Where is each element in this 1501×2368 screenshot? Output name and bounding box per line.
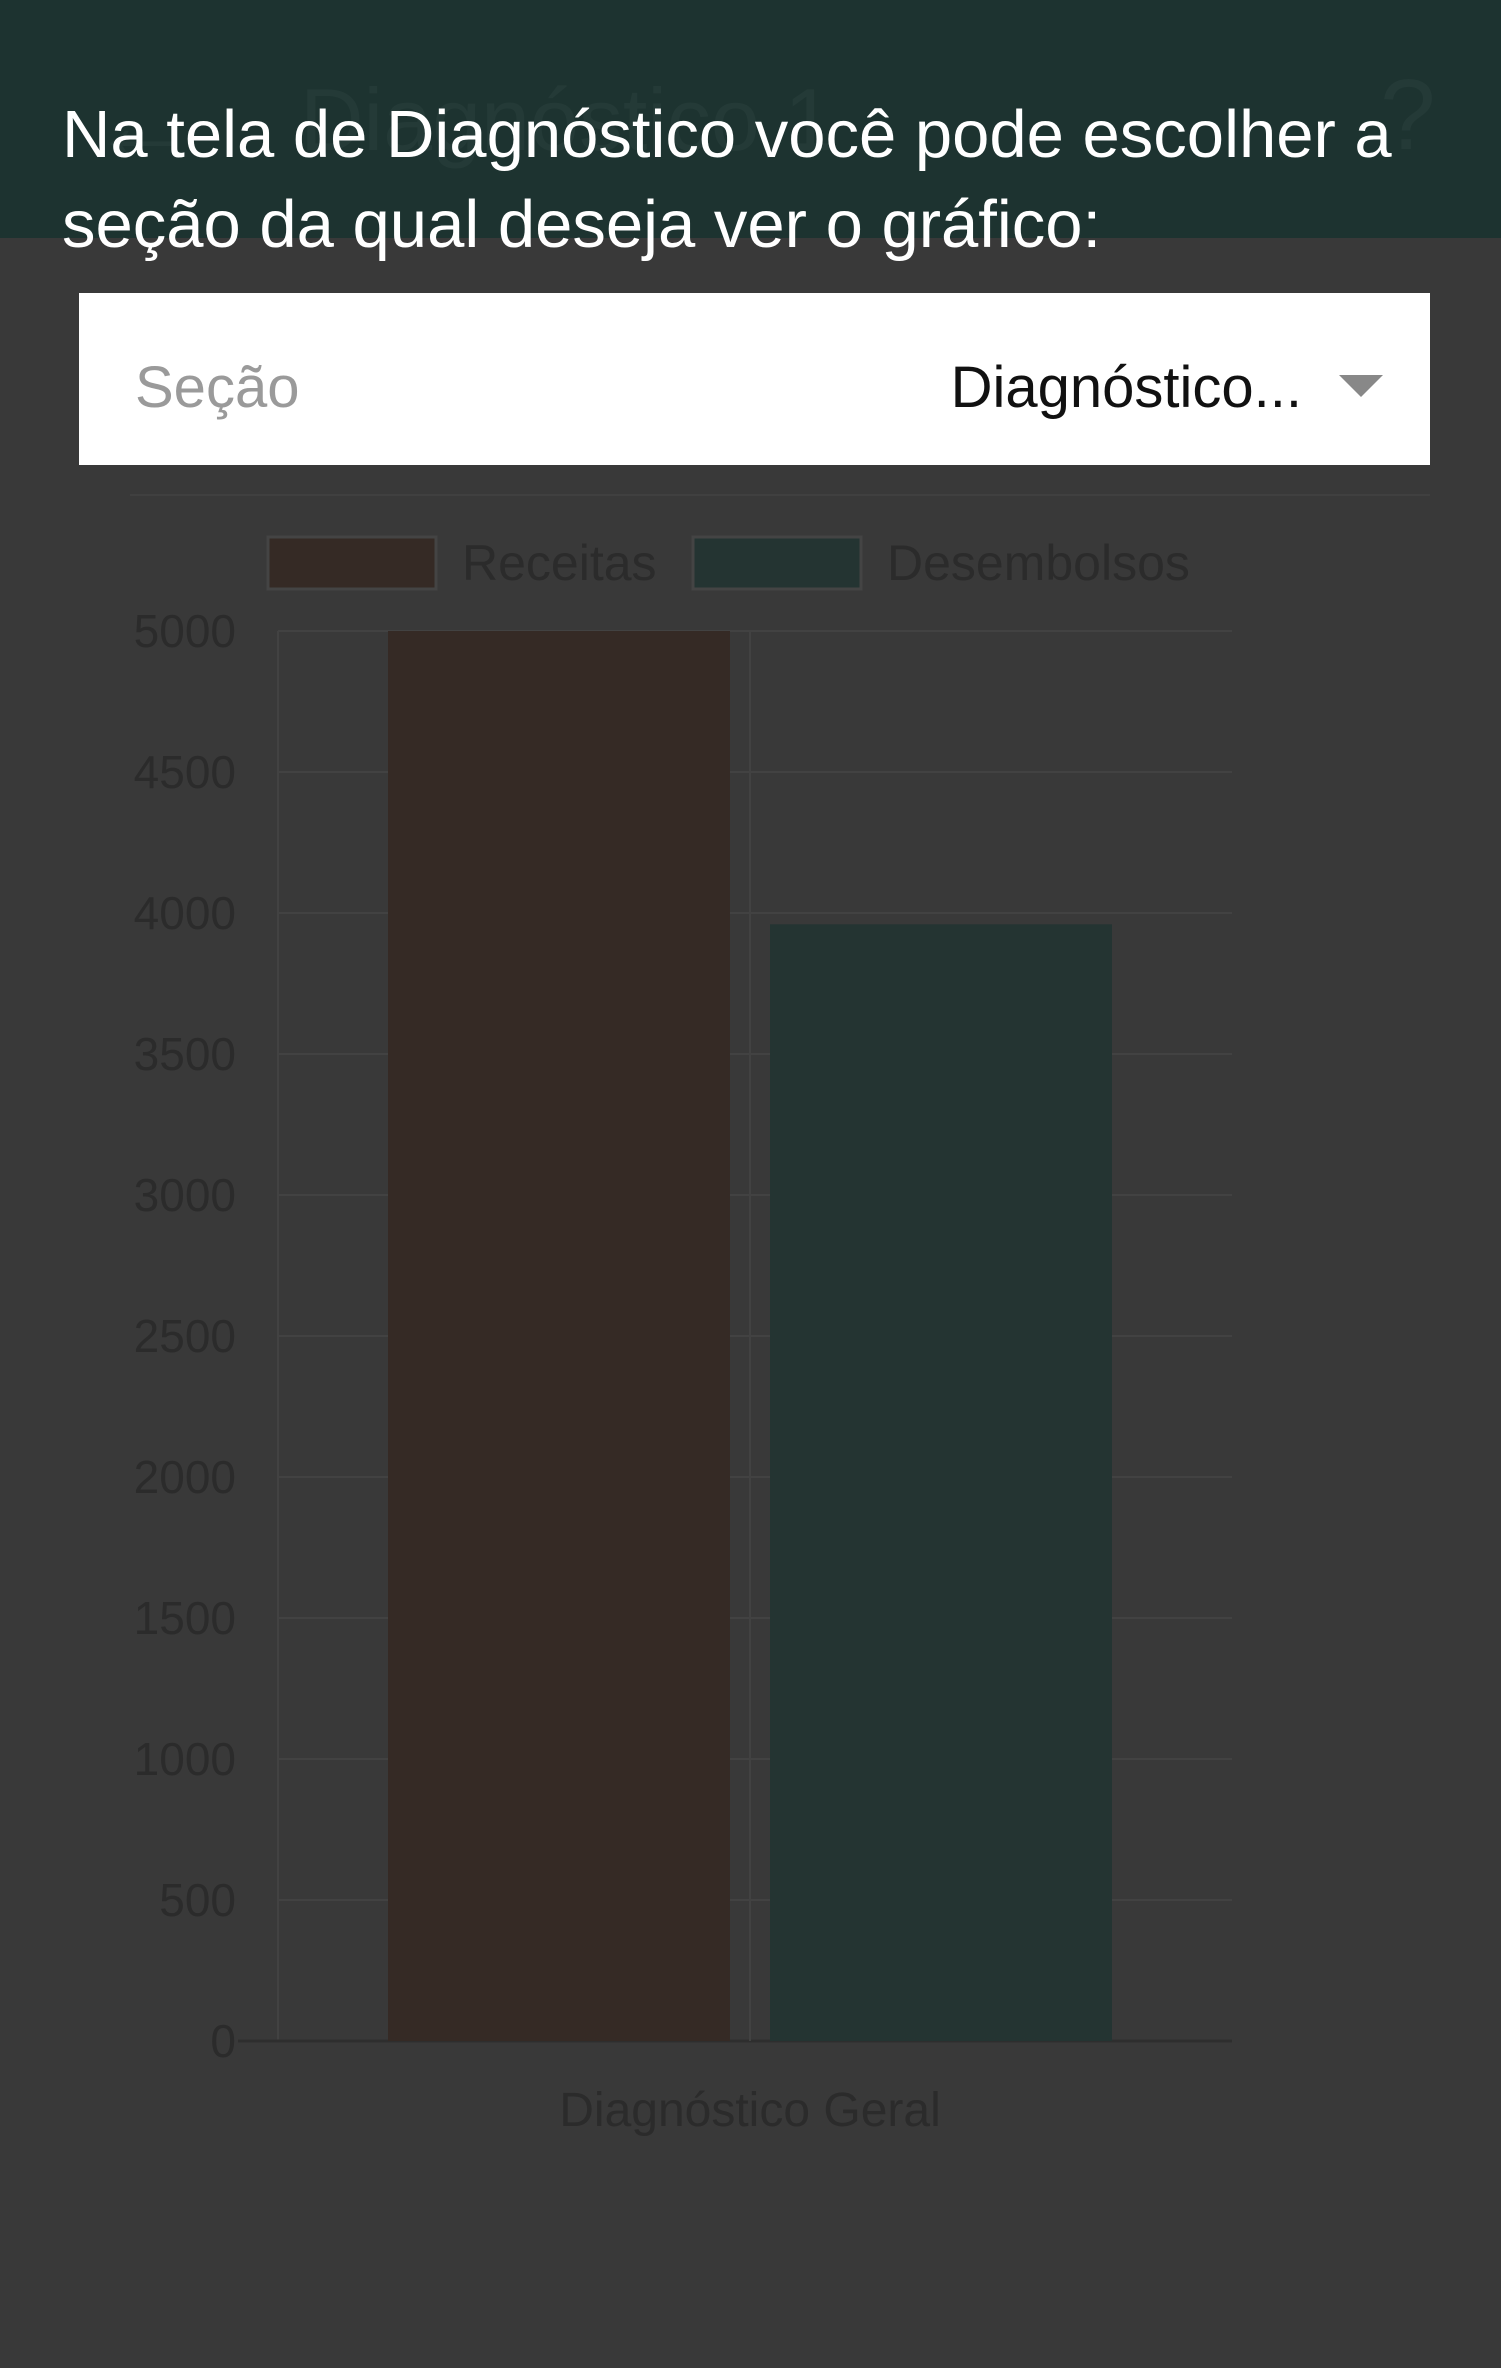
section-selected-value[interactable]: Diagnóstico...: [950, 355, 1302, 420]
arrow-back-icon[interactable]: ←: [88, 63, 198, 186]
y-tick-label: 1500: [134, 1592, 236, 1644]
legend-swatch-receitas: [266, 535, 438, 591]
y-tick-label: 1000: [134, 1733, 236, 1785]
app-bar: ← Diagnóstico 1 ?: [0, 0, 1501, 238]
app-bar-title: Diagnóstico 1: [300, 70, 834, 169]
divider: [130, 494, 1430, 496]
y-tick-label: 3000: [134, 1169, 236, 1221]
legend-label-receitas: Receitas: [462, 535, 657, 591]
y-tick-label: 5000: [134, 605, 236, 657]
legend-label-desembolsos: Desembolsos: [887, 535, 1190, 591]
tutorial-message: Na tela de Diagnóstico você pode escolhe…: [62, 97, 1392, 262]
bar-receitas: [388, 631, 730, 2041]
dropdown-arrow-icon[interactable]: [1339, 375, 1383, 397]
y-tick-label: 2000: [134, 1451, 236, 1503]
section-selector[interactable]: Seção Diagnóstico...: [79, 293, 1430, 465]
y-tick-label: 4000: [134, 887, 236, 939]
y-tick-label: 3500: [134, 1028, 236, 1080]
section-label: Seção: [135, 355, 300, 420]
legend-swatch-desembolsos: [691, 535, 863, 591]
x-category-label: Diagnóstico Geral: [559, 2084, 941, 2137]
y-tick-label: 500: [159, 1874, 236, 1926]
bar-desembolsos: [770, 924, 1112, 2041]
y-tick-label: 4500: [134, 746, 236, 798]
help-icon[interactable]: ?: [1380, 59, 1436, 171]
y-tick-label: 2500: [134, 1310, 236, 1362]
y-tick-label: 0: [210, 2015, 236, 2067]
